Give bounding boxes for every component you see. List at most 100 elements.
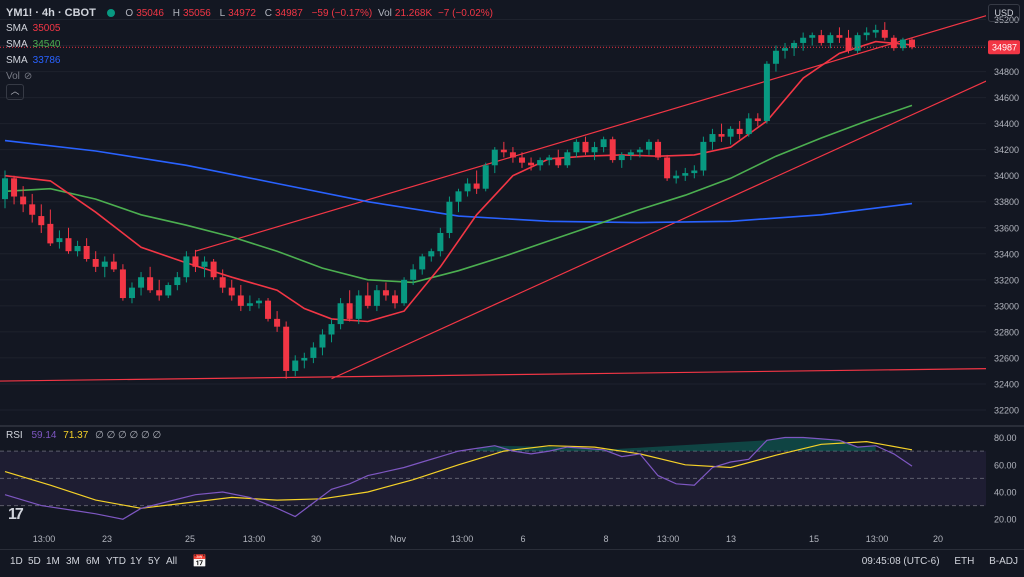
candle: [83, 238, 90, 262]
chart-background: [0, 0, 1024, 549]
sma-value: 34540: [32, 39, 61, 50]
candle: [491, 147, 498, 174]
price-tick-label: 33600: [994, 223, 1019, 233]
candle: [872, 24, 879, 38]
candle-body: [718, 134, 725, 137]
eye-off-icon[interactable]: ⊘: [23, 71, 33, 82]
candle: [591, 141, 598, 161]
range-5y-button[interactable]: 5Y: [148, 556, 161, 567]
calendar-icon[interactable]: 📅: [192, 554, 207, 568]
candle-body: [210, 261, 217, 278]
candle-body: [401, 279, 408, 304]
candle-body: [92, 259, 99, 267]
clock-time[interactable]: 09:45:08 (UTC-6): [861, 556, 940, 567]
price-tick-label: 34800: [994, 67, 1019, 77]
currency-button[interactable]: USD: [988, 4, 1020, 22]
candle-body: [609, 139, 616, 161]
candle-body: [156, 290, 163, 296]
candle: [119, 264, 126, 301]
range-1m-button[interactable]: 1M: [46, 556, 60, 567]
candle-body: [509, 152, 516, 158]
candle: [736, 121, 743, 140]
sma-legend-3[interactable]: SMA 33786: [6, 53, 496, 69]
candle: [727, 126, 734, 145]
range-6m-button[interactable]: 6M: [86, 556, 100, 567]
candle-body: [691, 170, 698, 174]
candle: [110, 253, 117, 273]
candle-body: [274, 318, 281, 327]
price-tick-label: 34600: [994, 93, 1019, 103]
candle-body: [528, 162, 535, 166]
trendlines[interactable]: [0, 3, 1024, 382]
price-tag-text: 34987: [992, 43, 1017, 53]
range-1d-button[interactable]: 1D: [10, 556, 23, 567]
candle-body: [827, 35, 834, 43]
range-ytd-button[interactable]: YTD: [106, 556, 126, 567]
candle-body: [890, 37, 897, 49]
candle-body: [219, 277, 226, 288]
candle-body: [101, 261, 108, 267]
candle-body: [65, 238, 72, 252]
candle-body: [47, 223, 54, 244]
candle-body: [392, 295, 399, 304]
rsi-tick-label: 80.00: [994, 433, 1017, 443]
time-tick-label: 13:00: [657, 534, 680, 544]
chevron-up-icon[interactable]: ︿: [6, 84, 24, 100]
candle: [38, 204, 45, 233]
candle: [718, 123, 725, 142]
candle: [219, 269, 226, 293]
range-3m-button[interactable]: 3M: [66, 556, 80, 567]
price-chart[interactable]: 3520035000348003460034400342003400033800…: [0, 0, 1024, 549]
candle-body: [482, 165, 489, 189]
candle: [183, 251, 190, 283]
vol-legend[interactable]: Vol ⊘: [6, 69, 496, 85]
candle-body: [382, 290, 389, 296]
candle: [446, 196, 453, 239]
last-price-tag: 34987: [988, 40, 1020, 55]
rsi-line: [4, 436, 913, 520]
candle: [301, 352, 308, 369]
candle-body: [138, 277, 145, 288]
symbol-title[interactable]: YM1! · 4h · CBOT: [6, 7, 96, 19]
candle: [500, 141, 507, 158]
candle: [537, 157, 544, 171]
candle: [528, 157, 535, 171]
candle: [355, 290, 362, 325]
candle-body: [573, 141, 580, 153]
candle: [745, 113, 752, 137]
adjust-toggle[interactable]: B-ADJ: [989, 556, 1018, 567]
candle-body: [410, 269, 417, 280]
tradingview-logo-icon[interactable]: 17: [8, 506, 24, 523]
candle: [101, 256, 108, 278]
candle-body: [763, 63, 770, 122]
rsi-pane[interactable]: [0, 436, 986, 520]
range-5d-button[interactable]: 5D: [28, 556, 41, 567]
price-tick-label: 33400: [994, 249, 1019, 259]
candle-body: [555, 157, 562, 166]
candle: [437, 227, 444, 257]
range-1y-button[interactable]: 1Y: [130, 556, 143, 567]
session-toggle[interactable]: ETH: [954, 556, 975, 567]
candle-body: [301, 357, 308, 361]
sma-legend-2[interactable]: SMA 34540: [6, 37, 496, 53]
candle: [818, 29, 825, 46]
rsi-legend[interactable]: RSI 59.14 71.37 ∅ ∅ ∅ ∅ ∅ ∅: [6, 430, 161, 441]
price-axis[interactable]: [986, 0, 1024, 430]
candle-body: [791, 42, 798, 49]
sma-legend-1[interactable]: SMA 35005: [6, 21, 496, 37]
sma-slow-line: [4, 139, 913, 224]
candle: [700, 136, 707, 176]
candle-body: [110, 261, 117, 270]
candle-body: [627, 152, 634, 155]
range-all-button[interactable]: All: [166, 556, 178, 567]
rsi-tick-label: 20.00: [994, 515, 1017, 525]
candle: [636, 147, 643, 158]
time-axis[interactable]: 13:00 23 25 13:00 30 Nov 13:00 6 8 13:00 13 15 13:00…: [33, 534, 943, 544]
candle-body: [491, 149, 498, 166]
candle: [664, 154, 671, 181]
price-tick-label: 32800: [994, 327, 1019, 337]
candle: [65, 227, 72, 254]
ohlc-high-label: H: [172, 8, 181, 19]
sma-value: 35005: [32, 23, 61, 34]
candle-body: [319, 334, 326, 348]
